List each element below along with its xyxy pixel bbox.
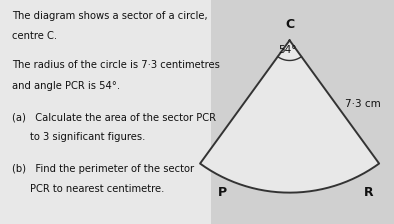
Text: C: C	[285, 18, 294, 31]
Text: The diagram shows a sector of a circle,: The diagram shows a sector of a circle,	[12, 11, 208, 21]
Text: (a)   Calculate the area of the sector PCR: (a) Calculate the area of the sector PCR	[12, 112, 216, 122]
Text: (b)   Find the perimeter of the sector: (b) Find the perimeter of the sector	[12, 164, 194, 174]
Text: centre C.: centre C.	[12, 31, 57, 41]
Text: 7·3 cm: 7·3 cm	[345, 99, 381, 109]
Text: R: R	[364, 186, 373, 199]
Bar	[0, 0, 211, 224]
Text: and angle PCR is 54°.: and angle PCR is 54°.	[12, 81, 120, 91]
Polygon shape	[200, 40, 379, 193]
Text: 54°: 54°	[278, 45, 296, 55]
Text: PCR to nearest centimetre.: PCR to nearest centimetre.	[30, 184, 164, 194]
Text: P: P	[218, 186, 227, 199]
Text: The radius of the circle is 7·3 centimetres: The radius of the circle is 7·3 centimet…	[12, 60, 220, 71]
Text: to 3 significant figures.: to 3 significant figures.	[30, 132, 145, 142]
